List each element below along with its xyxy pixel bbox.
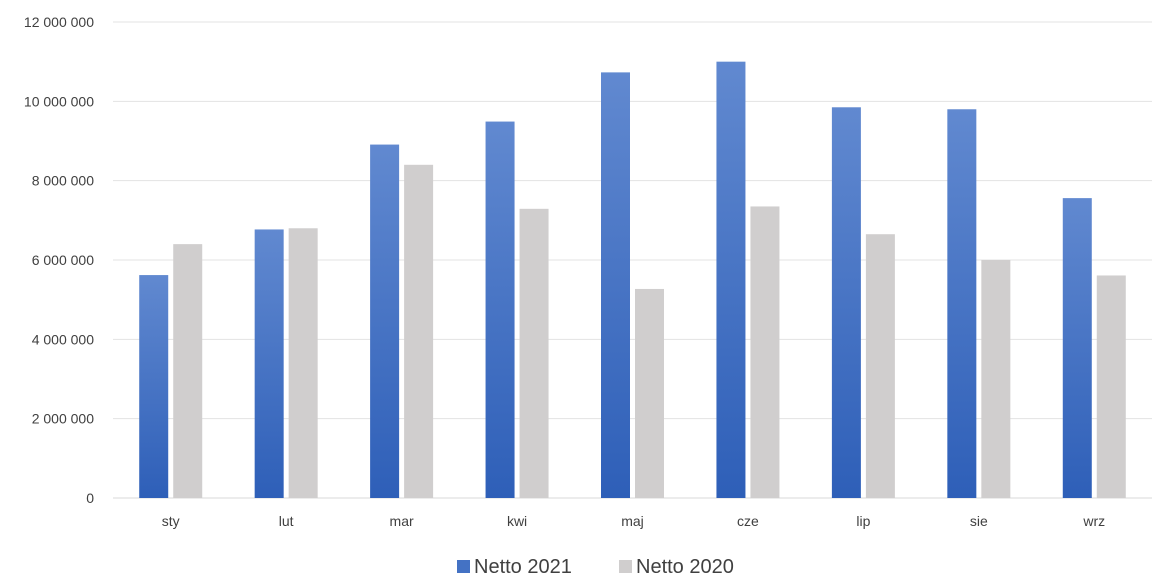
x-tick-label: mar — [390, 513, 414, 529]
legend-swatch-netto-2021 — [457, 560, 470, 573]
bar-netto-2021-cze — [716, 61, 746, 499]
bar-netto-2021-lip — [831, 107, 861, 499]
x-tick-label: sie — [970, 513, 988, 529]
x-tick-label: lut — [279, 513, 294, 529]
gridlines — [113, 21, 1152, 499]
bar-netto-2020-kwi — [519, 208, 549, 498]
bar-netto-2021-maj — [601, 72, 630, 499]
x-tick-label: sty — [162, 513, 180, 529]
bar-netto-2020-mar — [404, 164, 434, 499]
bar-netto-2021-sie — [947, 109, 977, 499]
y-tick-label: 0 — [86, 490, 94, 506]
legend-label: Netto 2020 — [636, 556, 734, 576]
legend: Netto 2021 Netto 2020 — [457, 556, 734, 576]
bar-netto-2020-cze — [750, 206, 780, 498]
legend-swatch-netto-2020 — [619, 560, 632, 573]
bar-netto-2021-wrz — [1062, 198, 1092, 498]
legend-label: Netto 2021 — [474, 556, 572, 576]
x-axis-tick-labels: sty lut mar kwi maj cze lip sie wrz — [162, 513, 1105, 529]
y-tick-label: 4 000 000 — [32, 331, 94, 347]
bar-netto-2020-wrz — [1096, 275, 1126, 498]
bar-netto-2020-sie — [981, 260, 1011, 498]
bar-netto-2020-sty — [173, 244, 203, 498]
bar-netto-2021-lut — [254, 229, 284, 498]
bar-netto-2021-mar — [370, 144, 400, 498]
y-axis-tick-labels: 0 2 000 000 4 000 000 6 000 000 8 000 000 10 … — [24, 14, 94, 506]
y-tick-label: 2 000 000 — [32, 411, 94, 427]
x-tick-label: wrz — [1082, 513, 1105, 529]
x-tick-label: kwi — [507, 513, 527, 529]
y-tick-label: 12 000 000 — [24, 14, 94, 30]
y-tick-label: 10 000 000 — [24, 93, 94, 109]
bar-netto-2021-sty — [139, 275, 169, 498]
x-tick-label: cze — [737, 513, 759, 529]
y-tick-label: 8 000 000 — [32, 173, 94, 189]
bar-netto-2020-lip — [865, 234, 895, 498]
x-tick-label: lip — [856, 513, 870, 529]
bar-netto-2021-kwi — [485, 121, 515, 499]
bar-netto-2020-lut — [288, 228, 318, 498]
y-tick-label: 6 000 000 — [32, 252, 94, 268]
bars — [139, 61, 1126, 499]
x-tick-label: maj — [621, 513, 644, 529]
bar-netto-2020-maj — [635, 288, 664, 498]
